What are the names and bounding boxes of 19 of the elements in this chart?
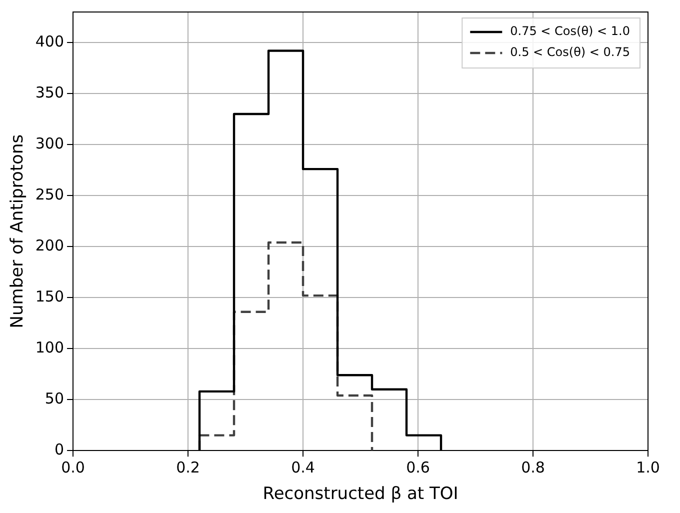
y-tick-label: 50 [44, 389, 64, 408]
y-tick-label: 350 [35, 83, 64, 102]
x-tick-label: 0.6 [406, 458, 430, 476]
y-tick-label: 300 [35, 134, 64, 152]
x-tick-label: 0.0 [61, 458, 85, 476]
x-axis-title: Reconstructed β at TOI [262, 484, 458, 504]
x-tick-label: 0.4 [291, 458, 315, 476]
x-tick-label: 0.2 [176, 458, 200, 476]
y-tick-label: 400 [35, 32, 64, 50]
y-tick-label: 0 [54, 440, 64, 458]
y-tick-label: 200 [35, 236, 64, 254]
x-tick-label: 1.0 [636, 458, 660, 476]
y-tick-label: 100 [35, 338, 64, 356]
y-tick-label: 250 [35, 185, 64, 204]
y-axis-title: Number of Antiprotons [8, 134, 28, 328]
legend-label: 0.75 < Cos(θ) < 1.0 [510, 24, 630, 38]
y-tick-label: 150 [35, 287, 64, 306]
x-tick-label: 0.8 [521, 458, 545, 476]
legend-label: 0.5 < Cos(θ) < 0.75 [510, 45, 630, 60]
